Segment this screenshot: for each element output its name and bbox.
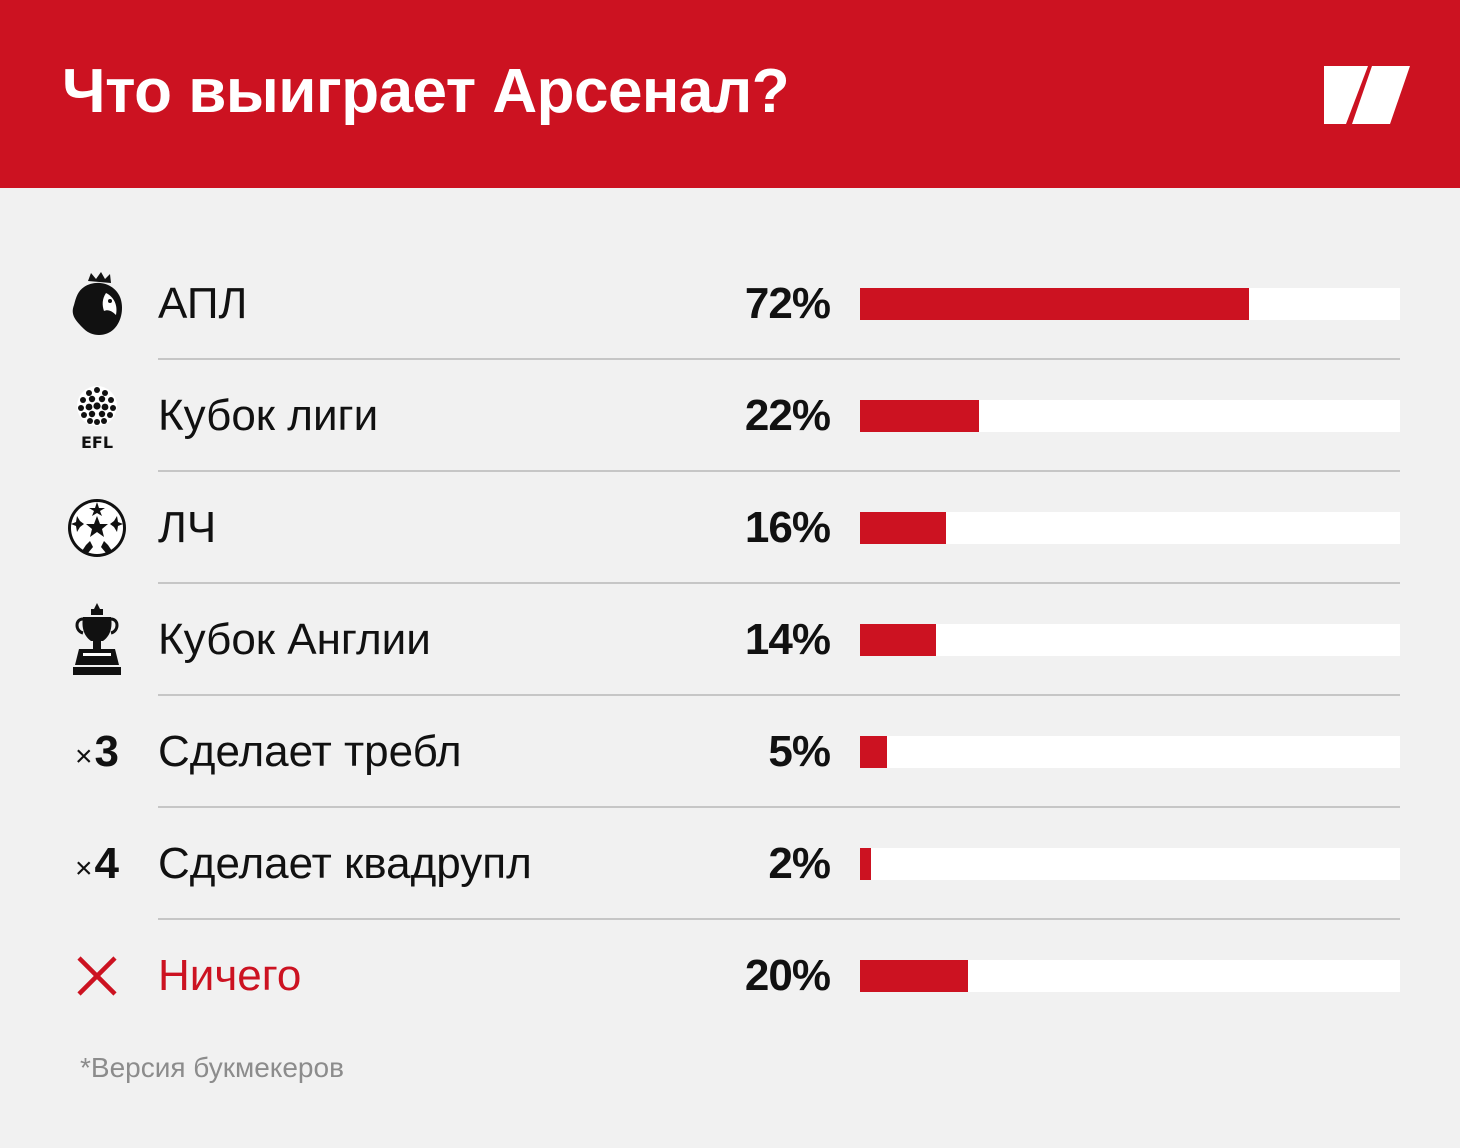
- multiplier-icon: ×3: [62, 718, 132, 786]
- bar-track: [860, 512, 1400, 544]
- data-label: 20%: [744, 951, 831, 1000]
- multiplier-value: 4: [94, 839, 119, 888]
- data-label: 5%: [768, 727, 831, 776]
- efl-logo-text: EFL: [81, 433, 113, 450]
- data-label: 22%: [744, 391, 831, 440]
- row-label: ЛЧ: [158, 503, 217, 552]
- data-label: 16%: [744, 503, 831, 552]
- bar: [860, 624, 936, 656]
- multiplier-sign: ×: [74, 852, 93, 885]
- fa-cup-trophy-icon: [62, 603, 132, 675]
- row-label: Сделает квадрупл: [158, 839, 532, 888]
- divider: [158, 582, 1400, 584]
- divider: [158, 358, 1400, 360]
- page-title: Что выиграет Арсенал?: [62, 57, 790, 126]
- bar: [860, 736, 887, 768]
- bar-track: [860, 288, 1400, 320]
- bar-track: [860, 848, 1400, 880]
- chart-row: ×3 Сделает требл 5%: [0, 696, 1460, 808]
- bar-track: [860, 624, 1400, 656]
- chart-row: Кубок Англии 14%: [0, 584, 1460, 696]
- premier-league-lion-icon: [62, 270, 132, 338]
- data-label: 72%: [744, 279, 831, 328]
- bar-track: [860, 400, 1400, 432]
- efl-ball-icon: EFL: [62, 382, 132, 450]
- bar-track: [860, 736, 1400, 768]
- bar: [860, 960, 968, 992]
- bar: [860, 400, 979, 432]
- chart-row: ×4 Сделает квадрупл 2%: [0, 808, 1460, 920]
- bar: [860, 288, 1249, 320]
- divider: [158, 470, 1400, 472]
- chart-row: EFL Кубок лиги 22%: [0, 360, 1460, 472]
- slash-brand-logo-icon: [1324, 66, 1410, 124]
- bar-track: [860, 960, 1400, 992]
- row-label: Кубок Англии: [158, 615, 431, 664]
- header: Что выиграет Арсенал?: [0, 0, 1460, 188]
- divider: [158, 694, 1400, 696]
- divider: [158, 918, 1400, 920]
- bar: [860, 512, 947, 544]
- divider: [158, 806, 1400, 808]
- multiplier-sign: ×: [74, 740, 93, 773]
- multiplier-value: 3: [94, 727, 119, 776]
- row-label: Кубок лиги: [158, 391, 379, 440]
- bar: [860, 848, 871, 880]
- multiplier-icon: ×4: [62, 830, 132, 898]
- chart-row: ЛЧ 16%: [0, 472, 1460, 584]
- row-label: Ничего: [158, 951, 302, 1000]
- footnote: *Версия букмекеров: [80, 1052, 344, 1083]
- row-label: Сделает требл: [158, 727, 462, 776]
- data-label: 2%: [768, 839, 831, 888]
- champions-league-starball-icon: [62, 494, 132, 562]
- data-label: 14%: [744, 615, 831, 664]
- chart-row: Ничего 20%: [0, 920, 1460, 1032]
- chart-row: АПЛ 72%: [0, 248, 1460, 360]
- cross-icon: [62, 942, 132, 1010]
- row-label: АПЛ: [158, 279, 248, 328]
